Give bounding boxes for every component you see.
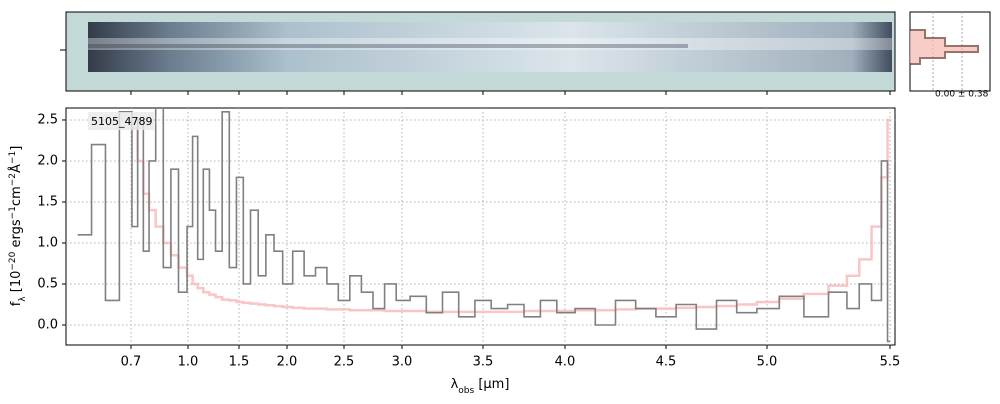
label-part: [μm] xyxy=(474,377,509,392)
label-part: f xyxy=(9,301,24,306)
grid xyxy=(66,108,895,345)
label-part: −1 xyxy=(8,206,18,219)
x-tick-label: 5.5 xyxy=(880,355,901,370)
x-tick-label: 1.5 xyxy=(229,355,250,370)
y-tick-label: 1.5 xyxy=(37,194,58,209)
y-tick-label: 1.0 xyxy=(37,235,58,250)
object-label: 5105_4789 xyxy=(91,115,153,128)
label-part: −2 xyxy=(8,173,18,186)
label-part: −1 xyxy=(8,151,18,164)
label-part: −20 xyxy=(8,251,18,270)
label-part: λ xyxy=(18,296,28,302)
x-tick-label: 2.5 xyxy=(334,355,355,370)
profile-label: 0.00 ± 0.38 xyxy=(935,90,989,100)
label-part: ergs xyxy=(9,219,24,251)
spectrum-line xyxy=(77,108,890,343)
label-part: Å xyxy=(8,164,24,173)
ticks: 0.0 0.5 1.0 1.5 2.0 2.5 0.7 1.0 1.5 2.0 2.5 3.0 3.5 4… xyxy=(37,91,900,370)
plot-area xyxy=(65,107,896,346)
x-axis-label: λobs [μm] xyxy=(451,377,510,396)
x-tick-label: 4.5 xyxy=(656,355,677,370)
label-part: λ xyxy=(451,377,459,392)
x-tick-label: 1.0 xyxy=(178,355,199,370)
label-box xyxy=(88,112,154,130)
x-tick-label: 3.0 xyxy=(392,355,413,370)
spectrum-line xyxy=(131,118,890,314)
y-tick-label: 0.0 xyxy=(37,317,58,332)
x-tick-label: 5.0 xyxy=(757,355,778,370)
x-tick-label: 3.5 xyxy=(473,355,494,370)
label-part: ] xyxy=(9,146,24,151)
series-group xyxy=(77,108,890,343)
label-part: [10 xyxy=(9,271,24,297)
y-axis-label: fλ [10−20 ergs−1cm−2Å−1] xyxy=(8,146,28,307)
y-tick-label: 2.5 xyxy=(37,112,58,127)
profile-panel: 0.00 ± 0.38 xyxy=(909,11,991,100)
x-tick-label: 4.0 xyxy=(555,355,576,370)
image-panel xyxy=(60,11,896,92)
x-tick-label: 2.0 xyxy=(277,355,298,370)
y-tick-label: 2.0 xyxy=(37,153,58,168)
label-part: cm xyxy=(9,186,24,206)
y-tick-label: 0.5 xyxy=(37,276,58,291)
x-tick-label: 0.7 xyxy=(121,355,142,370)
label-part: obs xyxy=(458,386,474,396)
